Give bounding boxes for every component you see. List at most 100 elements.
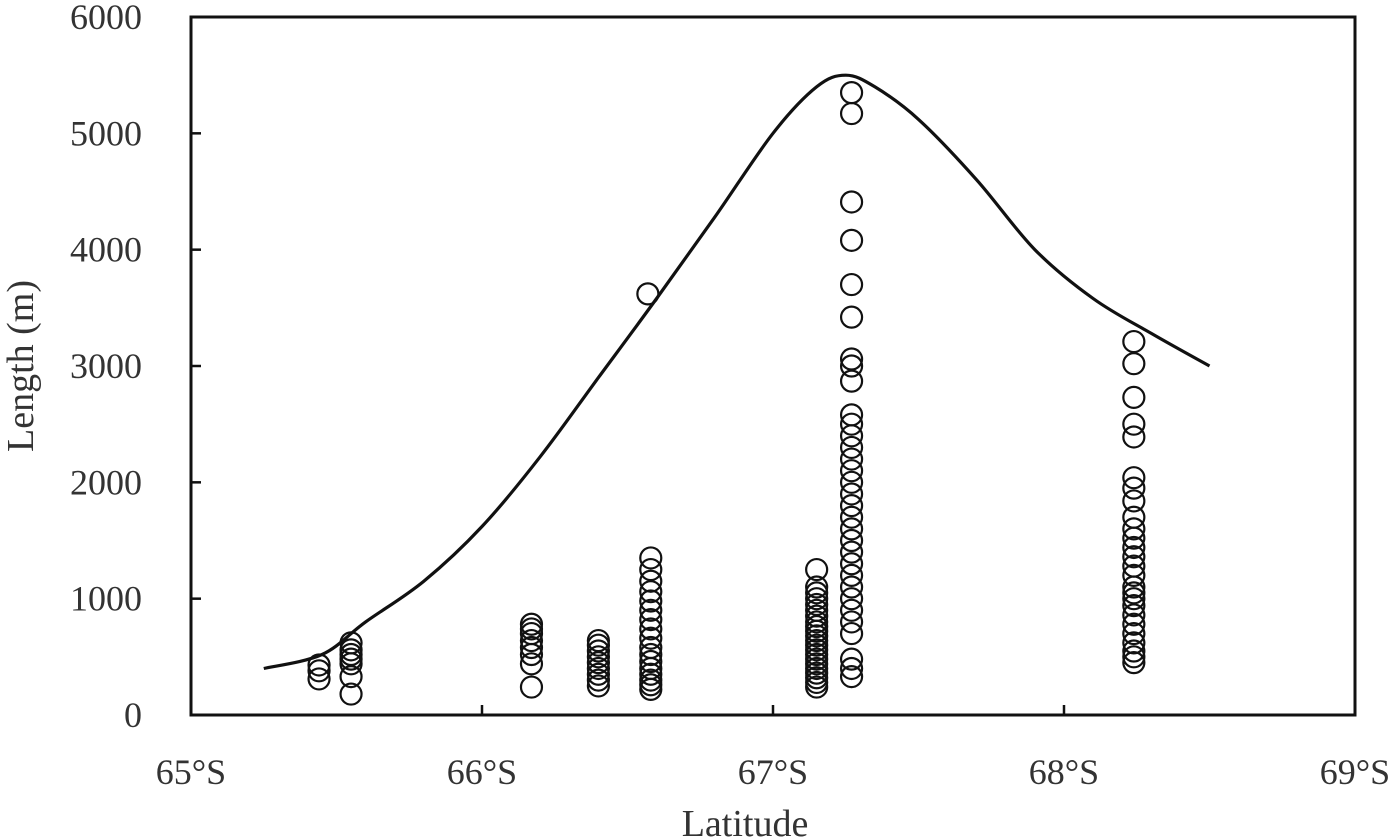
data-point: [519, 635, 544, 660]
data-point: [639, 580, 663, 604]
data-point: [839, 552, 864, 576]
data-point: [839, 190, 864, 214]
y-tick-label: 0: [124, 695, 142, 735]
data-point: [586, 656, 611, 681]
x-axis-title: Latitude: [682, 803, 809, 838]
data-point: [839, 272, 864, 297]
data-point: [586, 645, 611, 669]
data-point: [1122, 476, 1146, 500]
data-point: [1122, 621, 1146, 646]
data-point: [339, 682, 363, 706]
data-point: [839, 459, 864, 483]
data-point: [839, 575, 864, 599]
data-point: [586, 662, 611, 686]
data-point: [639, 642, 663, 667]
data-point: [1122, 639, 1146, 663]
data-point: [639, 649, 663, 674]
data-point: [639, 598, 663, 622]
data-point: [839, 101, 864, 126]
y-axis-title: Length (m): [0, 280, 42, 452]
data-point: [636, 282, 660, 306]
y-tick-label: 5000: [70, 113, 142, 153]
y-tick-label: 6000: [70, 0, 142, 37]
data-point: [839, 505, 864, 529]
data-point: [839, 347, 864, 371]
data-point: [839, 647, 864, 671]
data-point: [805, 604, 829, 628]
data-point: [839, 621, 864, 646]
data-point: [839, 354, 864, 378]
data-point: [519, 612, 544, 636]
data-point: [1122, 594, 1146, 618]
data-point: [639, 662, 663, 686]
data-point: [586, 668, 611, 692]
plot-frame: [189, 15, 1357, 717]
x-tick-label: 66°S: [447, 752, 517, 792]
data-point: [1122, 645, 1146, 669]
data-point: [1122, 425, 1146, 449]
data-point: [839, 412, 864, 436]
y-tick-label: 4000: [70, 230, 142, 270]
data-point: [805, 610, 829, 634]
data-point: [805, 575, 829, 599]
data-point: [805, 581, 829, 605]
data-point: [519, 628, 544, 653]
data-point: [639, 617, 663, 641]
data-point: [805, 598, 829, 622]
data-point: [839, 610, 864, 634]
y-tick-label: 2000: [70, 462, 142, 502]
data-point: [839, 598, 864, 622]
data-point: [586, 674, 611, 698]
data-point: [839, 369, 864, 393]
data-point: [839, 540, 864, 564]
data-point: [1122, 612, 1146, 636]
data-point: [839, 403, 864, 427]
data-point: [1122, 412, 1146, 436]
data-point: [1122, 329, 1146, 354]
data-point: [805, 592, 829, 617]
data-point: [339, 642, 363, 667]
data-point: [1122, 489, 1146, 513]
data-point: [839, 424, 864, 448]
data-point: [1122, 554, 1146, 578]
data-point: [1122, 466, 1146, 490]
data-point: [307, 653, 331, 677]
data-point: [805, 557, 829, 582]
data-point: [805, 587, 829, 611]
data-point: [586, 651, 611, 675]
x-tick-label: 65°S: [156, 752, 226, 792]
data-point: [1122, 517, 1146, 541]
data-point: [586, 628, 611, 653]
data-point: [639, 635, 663, 660]
data-point: [519, 652, 544, 676]
y-axis: 0 1000 2000 3000 4000 5000 6000: [70, 0, 201, 735]
data-point: [1122, 581, 1146, 605]
data-point: [639, 589, 663, 613]
x-tick-label: 68°S: [1029, 752, 1099, 792]
data-point: [339, 631, 363, 655]
data-point: [1122, 587, 1146, 611]
x-tick-label: 69°S: [1320, 752, 1390, 792]
data-point: [839, 228, 864, 252]
data-point: [519, 675, 544, 699]
data-point: [839, 665, 864, 689]
data-point: [1122, 603, 1146, 627]
data-point: [1122, 535, 1146, 560]
y-tick-label: 1000: [70, 579, 142, 619]
data-point: [639, 569, 663, 593]
data-point: [839, 563, 864, 588]
data-point: [839, 656, 864, 681]
data-point: [639, 608, 663, 632]
data-point: [1122, 352, 1146, 376]
data-point: [1122, 563, 1146, 588]
data-point: [639, 557, 663, 582]
data-point: [839, 447, 864, 471]
data-point: [1122, 385, 1146, 410]
data-point: [639, 668, 663, 692]
x-axis: 65°S 66°S 67°S 68°S 69°S: [156, 705, 1390, 792]
data-point: [839, 470, 864, 494]
data-point: [339, 665, 363, 689]
data-point: [839, 81, 864, 105]
data-point: [839, 528, 864, 553]
data-point: [307, 667, 331, 691]
